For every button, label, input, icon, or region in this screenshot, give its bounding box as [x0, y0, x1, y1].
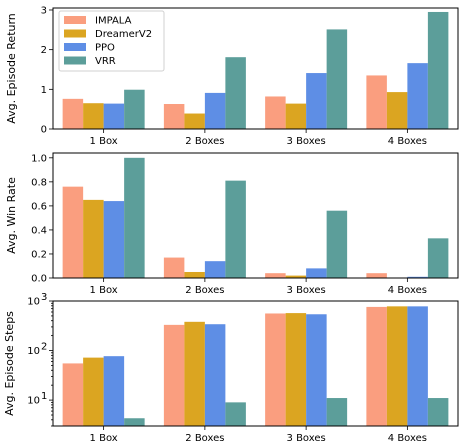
bar-impala-2 — [163, 324, 185, 426]
y-tick-label: 0.8 — [31, 177, 47, 188]
y-tick-label: 1.0 — [31, 153, 47, 164]
bar-impala-4 — [366, 306, 387, 426]
x-tick-label: 3 Boxes — [287, 136, 326, 147]
bar-ppo-3 — [306, 268, 327, 278]
bar-vrr-4 — [427, 11, 449, 129]
x-tick-label: 4 Boxes — [388, 285, 427, 296]
bar-impala-1 — [62, 186, 84, 278]
bar-dreamerv2-4 — [386, 92, 408, 129]
bar-impala-3 — [265, 96, 286, 129]
panel-2: 1 Box 2 Boxes 3 Boxes 4 Boxes 0.0 0.2 0.4 0.6 0.… — [5, 152, 459, 296]
axes-frame — [52, 7, 459, 130]
bar-impala-4 — [366, 273, 387, 278]
bar-ppo-2 — [204, 324, 226, 426]
bar-ppo-4 — [407, 276, 428, 278]
bar-dreamerv2-1 — [83, 199, 104, 279]
x-tick-label: 3 Boxes — [287, 285, 326, 296]
y-tick-label: 0.0 — [31, 274, 47, 285]
bar-vrr-1 — [124, 89, 145, 129]
x-tick-label: 1 Box — [90, 285, 118, 296]
y-axis-label: Avg. Win Rate — [5, 177, 18, 254]
bar-dreamerv2-4 — [386, 306, 408, 426]
y-axis-label: Avg. Episode Return — [5, 13, 18, 124]
bar-vrr-3 — [326, 398, 348, 426]
legend-box — [58, 10, 165, 72]
x-tick-label: 2 Boxes — [185, 285, 224, 296]
y-tick-label: 10 — [27, 396, 40, 407]
legend-swatch-impala — [64, 16, 86, 24]
bar-ppo-4 — [407, 306, 428, 426]
x-tick-label: 4 Boxes — [388, 433, 427, 444]
bar-ppo-4 — [407, 63, 428, 129]
x-tick-label: 2 Boxes — [185, 433, 224, 444]
y-tick-label: 0.4 — [31, 225, 47, 236]
bar-vrr-2 — [225, 402, 246, 426]
bar-impala-4 — [366, 75, 387, 129]
x-tick-label: 3 Boxes — [287, 433, 326, 444]
bar-ppo-2 — [204, 261, 226, 278]
y-tick-label: 10 — [27, 297, 40, 308]
legend-label-impala: IMPALA — [95, 16, 132, 27]
y-tick-label: 0.6 — [31, 201, 47, 212]
bar-impala-1 — [62, 363, 84, 426]
bar-vrr-1 — [124, 418, 145, 426]
bar-dreamerv2-1 — [83, 357, 104, 426]
axes-frame — [52, 152, 459, 279]
y-tick-exponent: 3 — [41, 292, 47, 303]
axes-frame — [52, 300, 459, 427]
bar-impala-2 — [163, 257, 185, 278]
bar-dreamerv2-3 — [285, 275, 307, 278]
legend-swatch-ppo — [64, 43, 86, 51]
y-tick-label: 3 — [41, 5, 47, 16]
bar-vrr-4 — [427, 398, 449, 426]
panel-1: 1 Box 2 Boxes 3 Boxes 4 Boxes 0 1 2 3 Avg. Episo… — [5, 5, 459, 147]
bar-ppo-3 — [306, 314, 327, 426]
y-axis-label: Avg. Episode Steps — [3, 311, 16, 416]
bar-ppo-2 — [204, 92, 226, 129]
bar-vrr-1 — [124, 157, 145, 278]
bar-vrr-3 — [326, 29, 348, 130]
y-tick-label: 1 — [41, 85, 47, 96]
x-tick-label: 1 Box — [90, 136, 118, 147]
bar-dreamerv2-3 — [285, 103, 307, 129]
bar-vrr-2 — [225, 57, 246, 129]
bar-impala-3 — [265, 313, 286, 426]
y-tick-label: 2 — [41, 45, 47, 56]
bar-vrr-4 — [427, 238, 449, 278]
legend-label-dreamerv2: DreamerV2 — [95, 29, 152, 40]
bar-ppo-1 — [103, 103, 125, 129]
bar-vrr-3 — [326, 210, 348, 278]
legend-swatch-dreamerv2 — [64, 29, 86, 38]
bar-dreamerv2-2 — [184, 321, 205, 426]
y-tick-label: 0 — [41, 125, 47, 136]
bar-dreamerv2-3 — [285, 313, 307, 426]
bar-impala-1 — [62, 98, 84, 129]
x-tick-label: 2 Boxes — [185, 136, 224, 147]
bar-ppo-1 — [103, 201, 125, 278]
bar-impala-3 — [265, 273, 286, 278]
y-tick-label: 0.2 — [31, 249, 47, 260]
bar-ppo-3 — [306, 73, 327, 129]
x-tick-label: 1 Box — [90, 433, 118, 444]
legend-label-vrr: VRR — [95, 56, 116, 67]
y-tick-exponent: 2 — [41, 342, 47, 353]
bar-ppo-1 — [103, 356, 125, 426]
bar-dreamerv2-2 — [184, 113, 205, 129]
bar-dreamerv2-1 — [83, 103, 104, 129]
legend-label-ppo: PPO — [95, 43, 115, 54]
x-tick-label: 4 Boxes — [388, 136, 427, 147]
bar-dreamerv2-2 — [184, 271, 205, 278]
legend-swatch-vrr — [64, 56, 86, 65]
bar-impala-2 — [163, 104, 185, 129]
y-tick-label: 10 — [27, 346, 40, 357]
bar-vrr-2 — [225, 180, 246, 278]
y-tick-exponent: 1 — [41, 391, 47, 402]
